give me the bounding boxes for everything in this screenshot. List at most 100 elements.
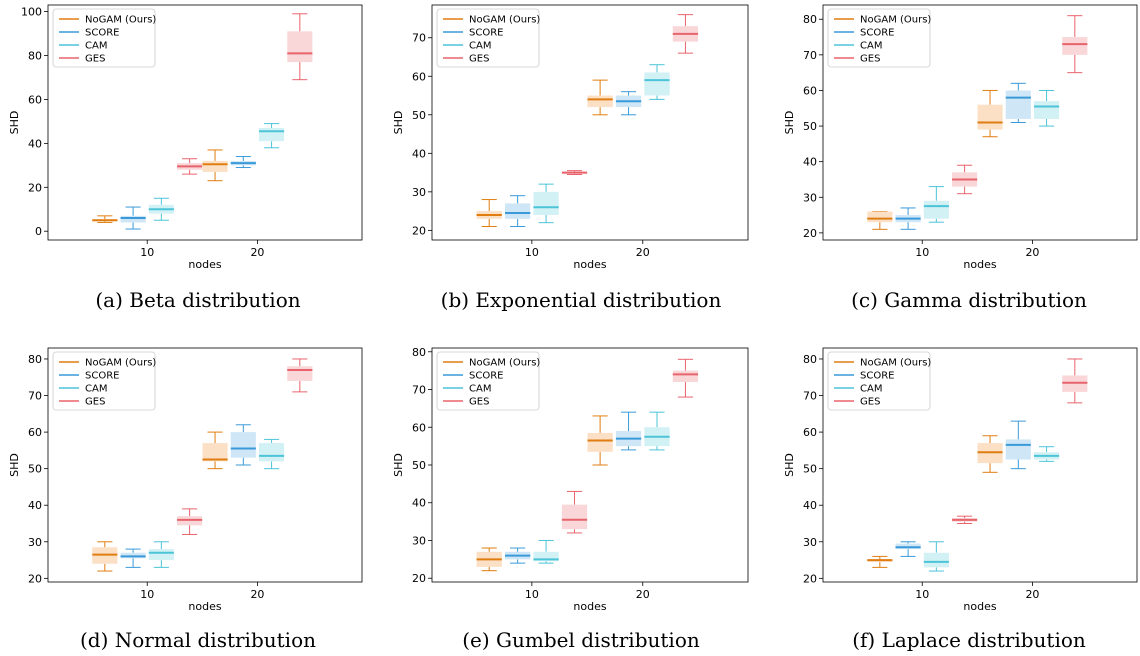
x-tick-label: 10 [915, 246, 929, 259]
legend-frame [436, 8, 540, 68]
box-nogam-ours--10 [867, 555, 893, 568]
box-cam-20 [259, 438, 285, 470]
box-cam-10 [533, 539, 559, 564]
legend-label: CAM [860, 384, 882, 395]
subfigure-caption: (e) Gumbel distribution [462, 628, 700, 652]
axes-frame [431, 4, 749, 241]
x-tick-label: 10 [525, 588, 539, 601]
y-tick-label: 70 [803, 390, 817, 403]
subfigure-caption: (c) Gamma distribution [851, 288, 1087, 312]
legend-frame [52, 351, 156, 411]
box-nogam-ours--20 [587, 79, 613, 116]
axes-frame [822, 347, 1138, 583]
legend-frame [436, 351, 540, 411]
legend-label: CAM [469, 384, 491, 395]
box-score-10 [895, 207, 921, 230]
panel-1: 20 30 40 50 60 70 10 20 nodes SHD NoGAM (Ours) SCOR… [392, 4, 749, 312]
legend-label: CAM [85, 384, 107, 395]
y-axis-label: SHD [392, 453, 405, 477]
box-ges-20 [287, 13, 313, 81]
x-tick-label: 20 [250, 246, 264, 259]
box-body [561, 504, 588, 530]
legend-label: CAM [469, 41, 491, 52]
y-tick-label: 40 [412, 147, 426, 160]
box-body [977, 104, 1003, 130]
legend-frame [827, 351, 931, 411]
box-body [587, 95, 613, 108]
y-tick-label: 40 [803, 499, 817, 512]
y-tick-label: 80 [412, 346, 426, 359]
legend-label: SCORE [85, 371, 119, 382]
box-cam-20 [1034, 446, 1060, 462]
y-tick-label: 30 [412, 534, 426, 547]
legend-label: GES [85, 54, 105, 65]
legend-frame [52, 8, 156, 68]
y-tick-label: 0 [35, 225, 42, 238]
box-body [1062, 37, 1088, 55]
box-score-20 [615, 91, 642, 116]
box-body [148, 549, 174, 561]
y-tick-label: 50 [803, 120, 817, 133]
box-body [587, 432, 613, 452]
x-tick-label: 10 [140, 246, 154, 259]
x-axis-label: nodes [573, 600, 606, 613]
box-score-20 [230, 424, 256, 466]
subfigure-caption: (f) Laplace distribution [852, 628, 1086, 652]
box-ges-20 [1062, 15, 1088, 74]
box-body [533, 551, 559, 562]
legend-label: GES [469, 54, 489, 65]
box-nogam-ours--20 [977, 435, 1003, 473]
box-body [259, 127, 285, 142]
y-tick-label: 30 [803, 191, 817, 204]
x-tick-label: 20 [1025, 246, 1039, 259]
box-cam-10 [148, 197, 174, 221]
legend: NoGAM (Ours) SCORE CAM GES [52, 8, 156, 68]
box-body [504, 203, 531, 219]
legend-label: GES [860, 397, 880, 408]
box-body [287, 366, 313, 381]
box-cam-10 [923, 186, 949, 223]
legend-label: NoGAM (Ours) [469, 358, 540, 369]
legend-label: SCORE [860, 28, 894, 39]
y-tick-label: 70 [803, 49, 817, 62]
box-nogam-ours--10 [476, 547, 502, 572]
box-nogam-ours--20 [587, 415, 613, 466]
x-axis-label: nodes [963, 600, 996, 613]
panel-2: 20 30 40 50 60 70 80 10 20 nodes SHD NoGAM (Ours) SC… [783, 4, 1138, 312]
axes-frame [47, 347, 363, 583]
x-tick-label: 10 [140, 588, 154, 601]
box-nogam-ours--20 [977, 89, 1003, 138]
legend-label: GES [85, 397, 105, 408]
y-tick-label: 20 [412, 572, 426, 585]
box-body [1005, 439, 1031, 460]
legend-label: GES [469, 397, 489, 408]
y-tick-label: 60 [412, 70, 426, 83]
box-body [923, 552, 949, 568]
legend: NoGAM (Ours) SCORE CAM GES [436, 8, 540, 68]
box-score-10 [504, 547, 531, 564]
legend-label: NoGAM (Ours) [469, 15, 540, 26]
box-ges-10 [177, 508, 203, 535]
legend-label: CAM [860, 41, 882, 52]
y-axis-label: SHD [8, 111, 21, 135]
box-ges-10 [952, 164, 978, 195]
y-tick-label: 60 [412, 421, 426, 434]
legend-label: SCORE [85, 28, 119, 39]
y-tick-label: 60 [28, 93, 42, 106]
legend-label: NoGAM (Ours) [860, 358, 931, 369]
box-nogam-ours--10 [92, 541, 118, 572]
legend: NoGAM (Ours) SCORE CAM GES [827, 8, 931, 68]
y-tick-label: 40 [803, 156, 817, 169]
panel-0: 0 20 40 60 80 100 10 20 nodes SHD NoGAM (Ours) SCOR… [8, 4, 363, 312]
y-tick-label: 20 [28, 572, 42, 585]
box-body [1034, 101, 1060, 119]
legend-label: GES [860, 54, 880, 65]
box-nogam-ours--10 [476, 199, 502, 228]
box-body [533, 191, 559, 215]
y-tick-label: 70 [412, 384, 426, 397]
box-nogam-ours--10 [867, 211, 893, 230]
box-body [644, 72, 670, 96]
legend-label: NoGAM (Ours) [860, 15, 931, 26]
legend-label: SCORE [860, 371, 894, 382]
y-tick-label: 50 [803, 463, 817, 476]
